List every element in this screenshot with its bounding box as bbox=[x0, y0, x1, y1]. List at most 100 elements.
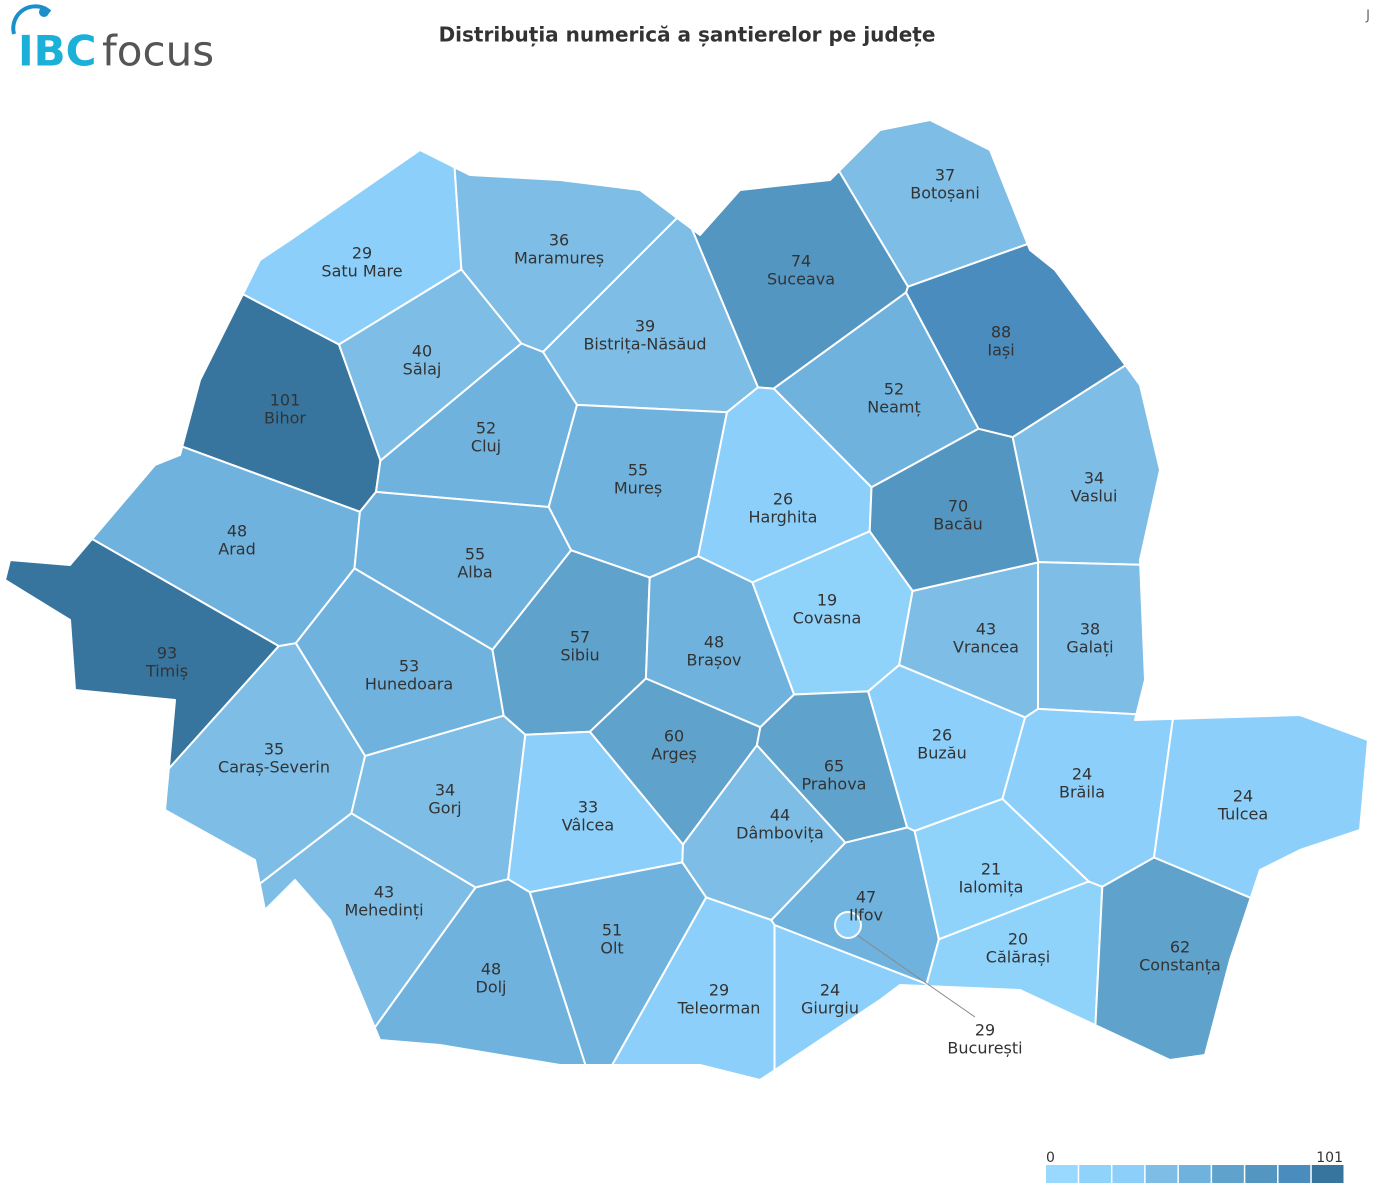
region-name: Ilfov bbox=[849, 906, 883, 925]
region-name: Argeș bbox=[651, 745, 697, 764]
region-name: Neamț bbox=[867, 398, 920, 417]
region bbox=[1094, 856, 1252, 1061]
region-name: București bbox=[947, 1039, 1022, 1058]
region-value: 70 bbox=[948, 497, 968, 516]
legend-swatch bbox=[1046, 1165, 1078, 1183]
region-name: Giurgiu bbox=[801, 999, 859, 1018]
region-value: 52 bbox=[884, 380, 904, 399]
region bbox=[373, 878, 587, 1066]
region bbox=[1011, 364, 1161, 566]
region-name: Constanța bbox=[1139, 956, 1221, 975]
region-value: 101 bbox=[270, 391, 301, 410]
logo-dot bbox=[39, 7, 49, 17]
region bbox=[258, 812, 477, 1029]
region-value: 29 bbox=[975, 1021, 995, 1040]
region-name: Vâlcea bbox=[562, 816, 614, 835]
region-name: Brăila bbox=[1059, 783, 1105, 802]
leader-line bbox=[853, 932, 976, 1018]
region-value: 52 bbox=[476, 419, 496, 438]
region-value: 43 bbox=[976, 620, 996, 639]
region-value: 88 bbox=[991, 323, 1011, 342]
region-name: Sălaj bbox=[403, 360, 442, 379]
legend: 0 101 bbox=[1046, 1150, 1344, 1183]
region-value: 74 bbox=[791, 252, 811, 271]
region-name: Bihor bbox=[264, 409, 306, 428]
region-value: 24 bbox=[1072, 765, 1092, 784]
region-name: Harghita bbox=[749, 508, 818, 527]
region-value: 33 bbox=[578, 798, 598, 817]
region bbox=[4, 538, 280, 770]
region-value: 62 bbox=[1170, 938, 1190, 957]
region-value: 44 bbox=[770, 806, 790, 825]
region-value: 24 bbox=[1233, 787, 1253, 806]
legend-swatch bbox=[1278, 1165, 1311, 1183]
legend-swatch bbox=[1212, 1165, 1244, 1183]
region-value: 24 bbox=[820, 981, 840, 1000]
region-value: 55 bbox=[628, 461, 648, 480]
region-value: 29 bbox=[709, 981, 729, 1000]
corner-mark: J bbox=[1365, 9, 1370, 24]
region-value: 51 bbox=[602, 921, 622, 940]
region-value: 35 bbox=[264, 740, 284, 759]
region-name: Brașov bbox=[687, 651, 742, 670]
region-name: Bacău bbox=[933, 515, 983, 534]
region-value: 19 bbox=[817, 591, 837, 610]
region-value: 65 bbox=[824, 757, 844, 776]
region-value: 26 bbox=[932, 726, 952, 745]
region bbox=[925, 880, 1104, 1027]
region-name: Mureș bbox=[614, 479, 662, 498]
region-value: 47 bbox=[856, 888, 876, 907]
region-value: 55 bbox=[465, 545, 485, 564]
legend-swatch bbox=[1245, 1165, 1278, 1183]
region-value: 48 bbox=[704, 633, 724, 652]
legend-max: 101 bbox=[1316, 1150, 1343, 1166]
region-name: Dâmbovița bbox=[736, 824, 824, 843]
region-name: Cluj bbox=[471, 437, 501, 456]
region-value: 34 bbox=[1084, 469, 1104, 488]
legend-min: 0 bbox=[1046, 1150, 1055, 1166]
region-value: 37 bbox=[935, 166, 955, 185]
region-name: Iași bbox=[987, 341, 1014, 360]
region-name: Dolj bbox=[476, 978, 507, 997]
region-value: 53 bbox=[399, 657, 419, 676]
region-name: Satu Mare bbox=[321, 262, 402, 281]
region-name: Tulcea bbox=[1217, 805, 1268, 824]
region-value: 60 bbox=[664, 727, 684, 746]
region-name: Caraș-Severin bbox=[218, 758, 330, 777]
region-value: 20 bbox=[1008, 930, 1028, 949]
regions bbox=[4, 119, 1369, 1081]
chart-title: Distribuția numerică a șantierelor pe ju… bbox=[439, 23, 936, 47]
legend-swatch bbox=[1079, 1165, 1111, 1183]
region-value: 40 bbox=[412, 342, 432, 361]
region-name: Mehedinți bbox=[344, 901, 423, 920]
region-name: Teleorman bbox=[677, 999, 761, 1018]
region-name: Călărași bbox=[986, 948, 1050, 967]
region-value: 29 bbox=[352, 244, 372, 263]
region-name: Olt bbox=[600, 939, 623, 958]
region-value: 38 bbox=[1080, 620, 1100, 639]
region-name: Hunedoara bbox=[365, 675, 453, 694]
region bbox=[834, 911, 862, 939]
legend-swatch bbox=[1145, 1165, 1178, 1183]
region-value: 36 bbox=[549, 231, 569, 250]
region-name: Covasna bbox=[793, 609, 862, 628]
region-name: Alba bbox=[457, 563, 492, 582]
region-value: 48 bbox=[481, 960, 501, 979]
legend-swatch bbox=[1112, 1165, 1145, 1183]
region-value: 21 bbox=[981, 860, 1001, 879]
logo-suffix: focus bbox=[102, 27, 214, 76]
region-name: Botoșani bbox=[910, 184, 980, 203]
region-name: Gorj bbox=[428, 799, 461, 818]
region-name: Prahova bbox=[802, 775, 867, 794]
region-name: Sibiu bbox=[560, 646, 599, 665]
region-name: Galați bbox=[1066, 638, 1113, 657]
region-name: Ialomița bbox=[959, 878, 1024, 897]
region-name: Vaslui bbox=[1071, 487, 1118, 506]
region-value: 26 bbox=[773, 490, 793, 509]
logo-brand: IBC bbox=[18, 27, 96, 76]
legend-swatch bbox=[1311, 1165, 1344, 1183]
region-name: Vrancea bbox=[953, 638, 1019, 657]
